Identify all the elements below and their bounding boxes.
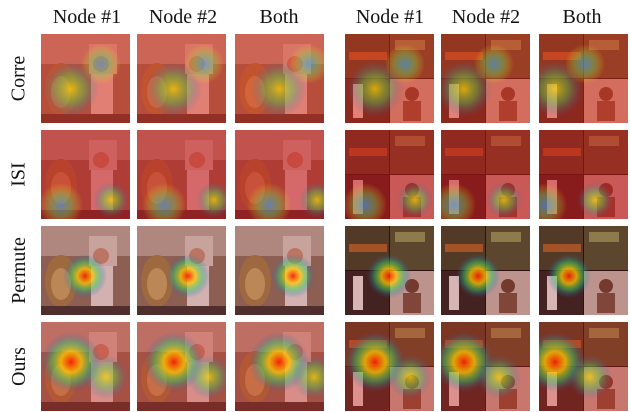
- column-header-left-node2: Node #2: [148, 6, 218, 28]
- column-header-right-node1: Node #1: [355, 6, 425, 28]
- heatmap-isi-left-both: [235, 130, 324, 219]
- heatmap-ours-right-both: [539, 322, 628, 411]
- column-header-right-both: Both: [562, 6, 602, 28]
- heatmap-isi-right-both: [539, 130, 628, 219]
- heatmap-ours-left-both: [235, 322, 324, 411]
- heatmap-ours-left-node2: [137, 322, 226, 411]
- heatmap-isi-left-node2: [137, 130, 226, 219]
- row-header-ours: Ours: [7, 347, 30, 386]
- heatmap-permute-right-both: [539, 226, 628, 315]
- heatmap-corre-left-node2: [137, 34, 226, 123]
- heatmap-isi-right-node2: [441, 130, 530, 219]
- heatmap-corre-left-node1: [41, 34, 130, 123]
- heatmap-ours-right-node2: [441, 322, 530, 411]
- heatmap-corre-right-node2: [441, 34, 530, 123]
- column-header-left-node1: Node #1: [52, 6, 122, 28]
- row-header-isi: ISI: [7, 162, 30, 187]
- heatmap-permute-left-both: [235, 226, 324, 315]
- row-header-permute: Permute: [7, 237, 30, 304]
- heatmap-corre-right-both: [539, 34, 628, 123]
- heatmap-ours-left-node1: [41, 322, 130, 411]
- heatmap-isi-right-node1: [345, 130, 434, 219]
- column-header-left-both: Both: [259, 6, 299, 28]
- heatmap-permute-left-node2: [137, 226, 226, 315]
- heatmap-corre-right-node1: [345, 34, 434, 123]
- row-header-corre: Corre: [7, 55, 30, 102]
- heatmap-permute-left-node1: [41, 226, 130, 315]
- heatmap-isi-left-node1: [41, 130, 130, 219]
- heatmap-corre-left-both: [235, 34, 324, 123]
- heatmap-ours-right-node1: [345, 322, 434, 411]
- column-header-right-node2: Node #2: [451, 6, 521, 28]
- heatmap-permute-right-node2: [441, 226, 530, 315]
- heatmap-permute-right-node1: [345, 226, 434, 315]
